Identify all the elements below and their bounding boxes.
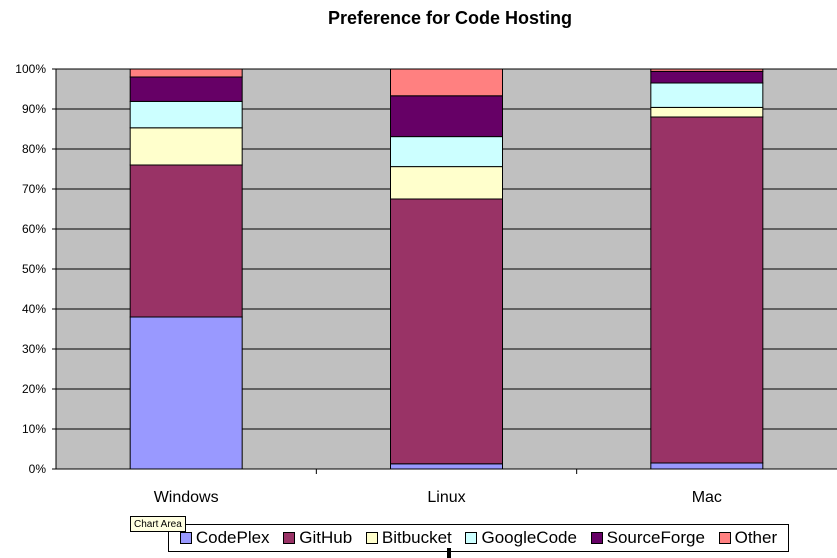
bar-segment-github[interactable] — [129, 164, 243, 318]
legend-swatch — [283, 532, 296, 544]
x-tick-label: Linux — [427, 489, 465, 506]
legend-swatch — [365, 532, 378, 544]
y-tick-label: 30% — [22, 342, 46, 356]
bar-segment-other[interactable] — [390, 68, 503, 97]
legend-swatch — [179, 532, 192, 544]
y-tick-label: 50% — [22, 262, 46, 276]
x-tick-label: Windows — [154, 489, 219, 506]
bar-segment-bitbucket[interactable] — [129, 127, 243, 166]
bar-segment-other[interactable] — [129, 68, 243, 78]
x-axis-ticks: Windows Linux Mac — [154, 469, 722, 506]
bar-segment-codeplex[interactable] — [650, 462, 764, 470]
y-tick-label: 10% — [22, 422, 46, 436]
legend-item-sourceforge[interactable]: SourceForge — [590, 528, 705, 548]
chart-title: Preference for Code Hosting — [328, 8, 572, 28]
legend-label: CodePlex — [195, 528, 270, 547]
bar-segment-bitbucket[interactable] — [650, 106, 764, 118]
y-tick-label: 40% — [22, 302, 46, 316]
bar-segment-codeplex[interactable] — [390, 463, 503, 470]
y-axis-ticks: 0% 10% 20% 30% 40% 50% 60% 70% 80% 90% 100% — [15, 62, 56, 476]
bar-segment-github[interactable] — [390, 198, 503, 465]
legend-swatch — [718, 532, 731, 544]
legend-label: Other — [734, 528, 778, 547]
legend-item-codeplex[interactable]: CodePlex — [179, 528, 270, 548]
x-tick-label: Mac — [692, 489, 722, 506]
mouse-cursor — [447, 548, 451, 558]
legend-swatch — [590, 532, 603, 544]
y-tick-label: 80% — [22, 142, 46, 156]
bar-segment-codeplex[interactable] — [129, 316, 243, 470]
bar-segment-github[interactable] — [650, 116, 764, 464]
bar-segment-other[interactable] — [650, 68, 764, 72]
legend-label: Bitbucket — [381, 528, 452, 547]
bar-segment-bitbucket[interactable] — [390, 166, 503, 200]
legend-item-googlecode[interactable]: GoogleCode — [465, 528, 577, 548]
legend-item-other[interactable]: Other — [718, 528, 778, 548]
bar-segment-googlecode[interactable] — [650, 82, 764, 108]
y-tick-label: 0% — [29, 462, 47, 476]
legend-label: SourceForge — [606, 528, 705, 547]
y-tick-label: 90% — [22, 102, 46, 116]
y-tick-label: 60% — [22, 222, 46, 236]
legend-label: GoogleCode — [481, 528, 577, 547]
bar-segment-sourceforge[interactable] — [129, 76, 243, 102]
bar-segment-googlecode[interactable] — [129, 100, 243, 129]
legend-label: GitHub — [299, 528, 353, 547]
legend-item-bitbucket[interactable]: Bitbucket — [365, 528, 452, 548]
y-tick-label: 70% — [22, 182, 46, 196]
legend[interactable]: CodePlex GitHub Bitbucket GoogleCode SourceF… — [168, 524, 789, 552]
y-tick-label: 100% — [15, 62, 46, 76]
legend-swatch — [465, 532, 478, 544]
bars — [129, 68, 764, 470]
bar-segment-googlecode[interactable] — [390, 136, 503, 168]
legend-item-github[interactable]: GitHub — [283, 528, 352, 548]
bar-segment-sourceforge[interactable] — [650, 70, 764, 84]
chart-area-tooltip: Chart Area — [130, 516, 186, 532]
y-tick-label: 20% — [22, 382, 46, 396]
bar-segment-sourceforge[interactable] — [390, 95, 503, 138]
